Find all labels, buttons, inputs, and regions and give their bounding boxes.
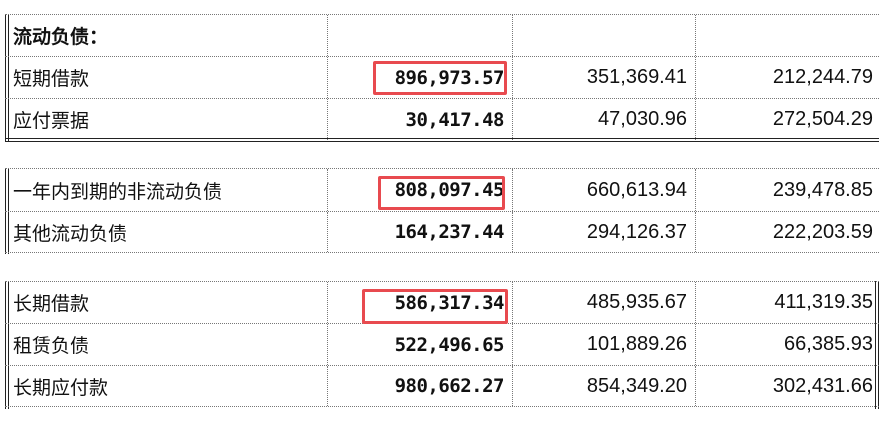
table-row: 长期应付款 980,662.27 854,349.20 302,431.66 [5, 365, 879, 407]
value-cell: 294,126.37 [512, 212, 695, 252]
value-cell: 212,244.79 [695, 57, 879, 98]
row-label: 应付票据 [13, 110, 90, 132]
highlight-box [378, 176, 505, 210]
table-row: 流动负债： [5, 14, 879, 56]
table-row: 短期借款 896,973.57 351,369.41 212,244.79 [5, 56, 879, 98]
value-cell: 30,417.48 [327, 99, 512, 140]
row-label: 其他流动负债 [13, 222, 128, 245]
value-cell [512, 15, 695, 56]
section-header: 流动负债： [13, 26, 109, 48]
table-section-due-liabilities: 一年内到期的非流动负债 808,097.45 660,613.94 239,47… [5, 168, 879, 254]
left-border [5, 14, 9, 142]
value-cell: 239,478.85 [695, 169, 879, 211]
left-border [5, 281, 9, 409]
table-row: 一年内到期的非流动负债 808,097.45 660,613.94 239,47… [5, 168, 879, 211]
table-row: 应付票据 30,417.48 47,030.96 272,504.29 [5, 98, 879, 140]
value-cell: 351,369.41 [512, 57, 695, 98]
value-cell: 896,973.57 [327, 57, 512, 98]
value-cell: 980,662.27 [327, 366, 512, 406]
value-cell: 222,203.59 [695, 212, 879, 252]
value-cell: 47,030.96 [512, 99, 695, 140]
table-row: 租赁负债 522,496.65 101,889.26 66,385.93 [5, 323, 879, 365]
highlight-box [362, 289, 508, 324]
bottom-border [5, 138, 879, 142]
value-cell [695, 15, 879, 56]
value-cell: 854,349.20 [512, 366, 695, 406]
row-label: 租赁负债 [13, 335, 90, 357]
right-border [875, 281, 879, 409]
value-cell: 164,237.44 [327, 212, 512, 252]
value-cell: 66,385.93 [695, 324, 879, 365]
row-label: 一年内到期的非流动负债 [13, 180, 223, 203]
row-label: 长期应付款 [13, 376, 109, 399]
table-row: 长期借款 586,317.34 485,935.67 411,319.35 [5, 281, 879, 323]
row-label: 长期借款 [13, 293, 90, 315]
value-cell: 586,317.34 [327, 282, 512, 323]
value-cell [327, 15, 512, 56]
table-row: 其他流动负债 164,237.44 294,126.37 222,203.59 [5, 211, 879, 253]
highlight-box [373, 61, 507, 95]
value-cell: 485,935.67 [512, 282, 695, 323]
value-cell: 522,496.65 [327, 324, 512, 365]
table-section-current-liabilities: 流动负债： 短期借款 896,973.57 351,369.41 212,244… [5, 14, 879, 142]
value-cell: 272,504.29 [695, 99, 879, 140]
value-cell: 808,097.45 [327, 169, 512, 211]
value-cell: 660,613.94 [512, 169, 695, 211]
value-cell: 411,319.35 [695, 282, 879, 323]
row-label: 短期借款 [13, 68, 90, 90]
value-cell: 302,431.66 [695, 366, 879, 406]
value-cell: 101,889.26 [512, 324, 695, 365]
